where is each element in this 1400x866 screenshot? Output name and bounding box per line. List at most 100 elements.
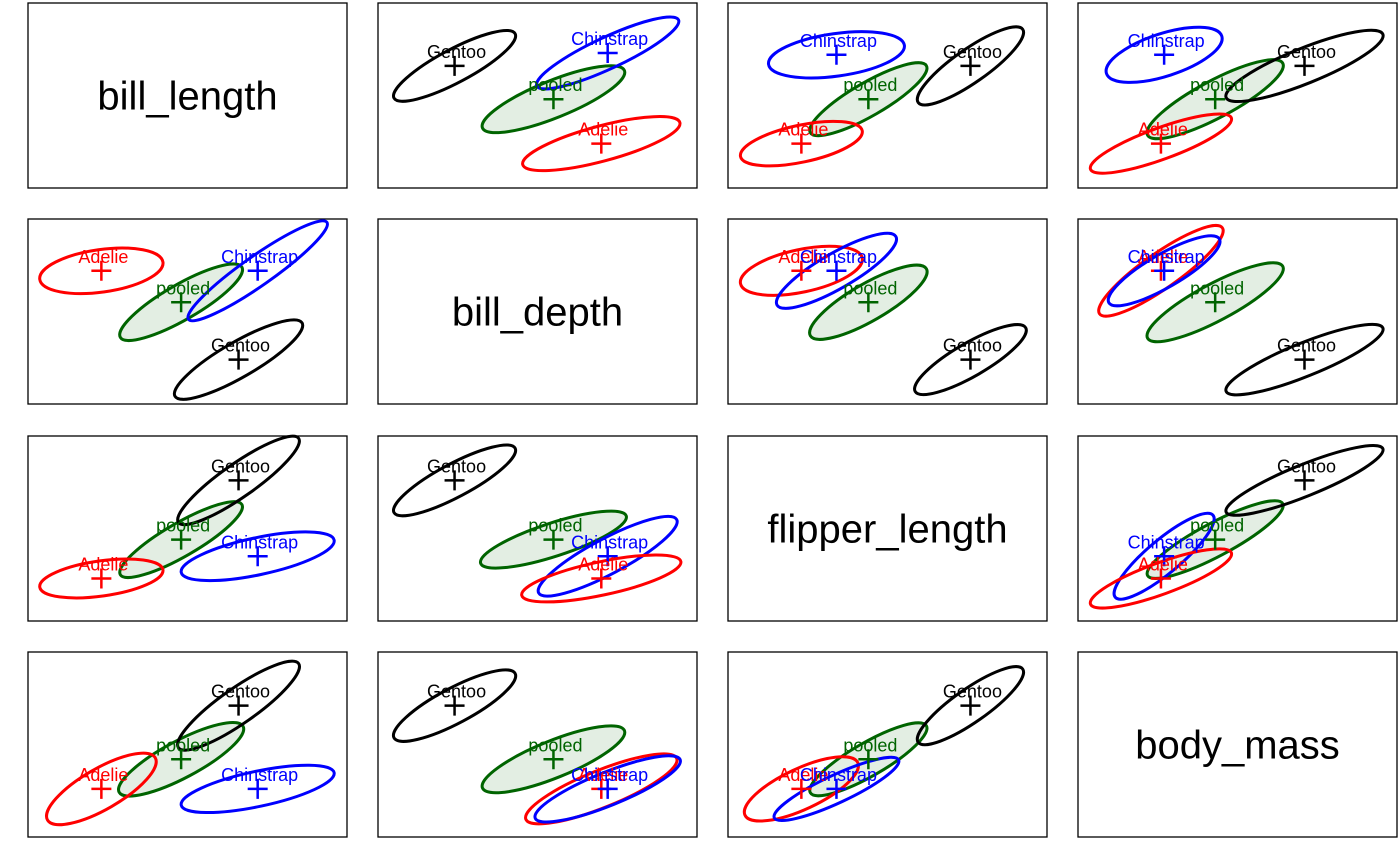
centroid-pooled [543,529,564,550]
group-label-adelie: Adelie [778,120,828,140]
group-label-adelie: Adelie [778,765,828,785]
centroid-chinstrap [826,778,847,799]
group-label-gentoo: Gentoo [1277,456,1336,476]
group-label-gentoo: Gentoo [943,42,1002,62]
group-label-chinstrap: Chinstrap [221,532,298,552]
ellipse-chinstrap [535,15,681,91]
diagonal-label-bill_length: bill_length [97,75,277,119]
group-label-gentoo: Gentoo [427,42,486,62]
group-label-chinstrap: Chinstrap [221,765,298,785]
group-label-gentoo: Gentoo [211,336,270,356]
centroid-pooled [543,749,564,770]
centroid-chinstrap [1154,44,1175,65]
panel-frame-1-1 [377,218,698,405]
group-label-gentoo: Gentoo [211,456,270,476]
group-label-adelie: Adelie [778,247,828,267]
diagonal-label-flipper_length: flipper_length [767,508,1007,552]
centroid-gentoo [444,470,465,491]
centroid-chinstrap [247,546,268,567]
ellipse-adelie [1088,112,1234,175]
centroid-gentoo [1294,349,1315,370]
ellipse-chinstrap [772,755,901,822]
group-label-gentoo: Gentoo [1277,42,1336,62]
panel-bill_depth-vs-bill_length: Gentoo Chinstrap pooled Adelie [392,15,682,173]
ellipse-gentoo [915,25,1026,107]
ellipse-adelie [45,751,158,827]
diagonal-label-body_mass: body_mass [1135,724,1340,768]
centroid-pooled [1205,292,1226,313]
centroid-pooled [858,89,879,110]
ellipse-adelie [738,244,864,297]
group-label-adelie: Adelie [578,120,628,140]
ellipse-chinstrap [186,219,329,323]
centroid-chinstrap [1154,260,1175,281]
ellipse-chinstrap [533,754,682,824]
group-label-pooled: pooled [528,75,582,95]
panel-bill_length-vs-flipper_length: Gentoo pooled Chinstrap Adelie [38,434,336,600]
centroid-gentoo [960,55,981,76]
panel-frame-0-0 [27,2,348,189]
group-label-pooled: pooled [528,516,582,536]
centroid-adelie [791,778,812,799]
ellipse-chinstrap [1104,25,1224,84]
group-label-pooled: pooled [1190,278,1244,298]
centroid-pooled [1205,529,1226,550]
centroid-pooled [858,749,879,770]
centroid-adelie [791,260,812,281]
ellipse-gentoo [392,29,518,103]
centroid-chinstrap [247,260,268,281]
group-label-chinstrap: Chinstrap [1128,31,1205,51]
group-label-adelie: Adelie [78,247,128,267]
group-label-chinstrap: Chinstrap [1128,532,1205,552]
group-label-pooled: pooled [1190,75,1244,95]
centroid-gentoo [960,695,981,716]
ellipse-gentoo [1224,444,1385,517]
ellipse-gentoo [1224,322,1385,397]
centroid-chinstrap [247,778,268,799]
group-label-pooled: pooled [1190,516,1244,536]
group-label-pooled: pooled [156,516,210,536]
group-label-gentoo: Gentoo [427,682,486,702]
group-label-adelie: Adelie [1138,247,1188,267]
ellipse-adelie [38,557,165,600]
group-label-adelie: Adelie [78,554,128,574]
group-label-gentoo: Gentoo [943,682,1002,702]
panel-body_mass-vs-bill_length: Chinstrap Gentoo pooled Adelie [1088,25,1385,175]
group-label-gentoo: Gentoo [427,456,486,476]
centroid-pooled [543,89,564,110]
group-label-adelie: Adelie [578,554,628,574]
centroid-adelie [791,133,812,154]
ellipse-adelie [38,246,165,296]
panel-bill_length-vs-bill_depth: Adelie Chinstrap pooled Gentoo [38,219,329,401]
ellipse-chinstrap [1106,234,1222,308]
ellipse-adelie [521,115,682,173]
centroid-adelie [91,778,112,799]
group-label-chinstrap: Chinstrap [800,31,877,51]
centroid-chinstrap [597,42,618,63]
ellipse-chinstrap [179,530,336,583]
group-label-chinstrap: Chinstrap [571,29,648,49]
ellipse-chinstrap [179,763,336,815]
panel-frame-2-2 [727,435,1048,622]
group-label-chinstrap: Chinstrap [800,247,877,267]
ellipse-adelie [1088,547,1234,610]
group-label-chinstrap: Chinstrap [1128,247,1205,267]
ellipse-gentoo [172,318,305,401]
ellipse-gentoo [1224,28,1385,104]
group-label-adelie: Adelie [1138,120,1188,140]
ellipse-chinstrap [1112,511,1216,601]
ellipse-gentoo [392,443,518,518]
group-label-pooled: pooled [156,278,210,298]
panel-frame-3-3 [1077,651,1398,838]
ellipse-gentoo [176,659,301,752]
ellipse-chinstrap [774,231,899,310]
group-label-pooled: pooled [843,75,897,95]
group-label-pooled: pooled [843,278,897,298]
ellipse-chinstrap [766,30,906,80]
group-label-pooled: pooled [843,735,897,755]
centroid-pooled [171,529,192,550]
panel-frame-3-1 [377,651,698,838]
